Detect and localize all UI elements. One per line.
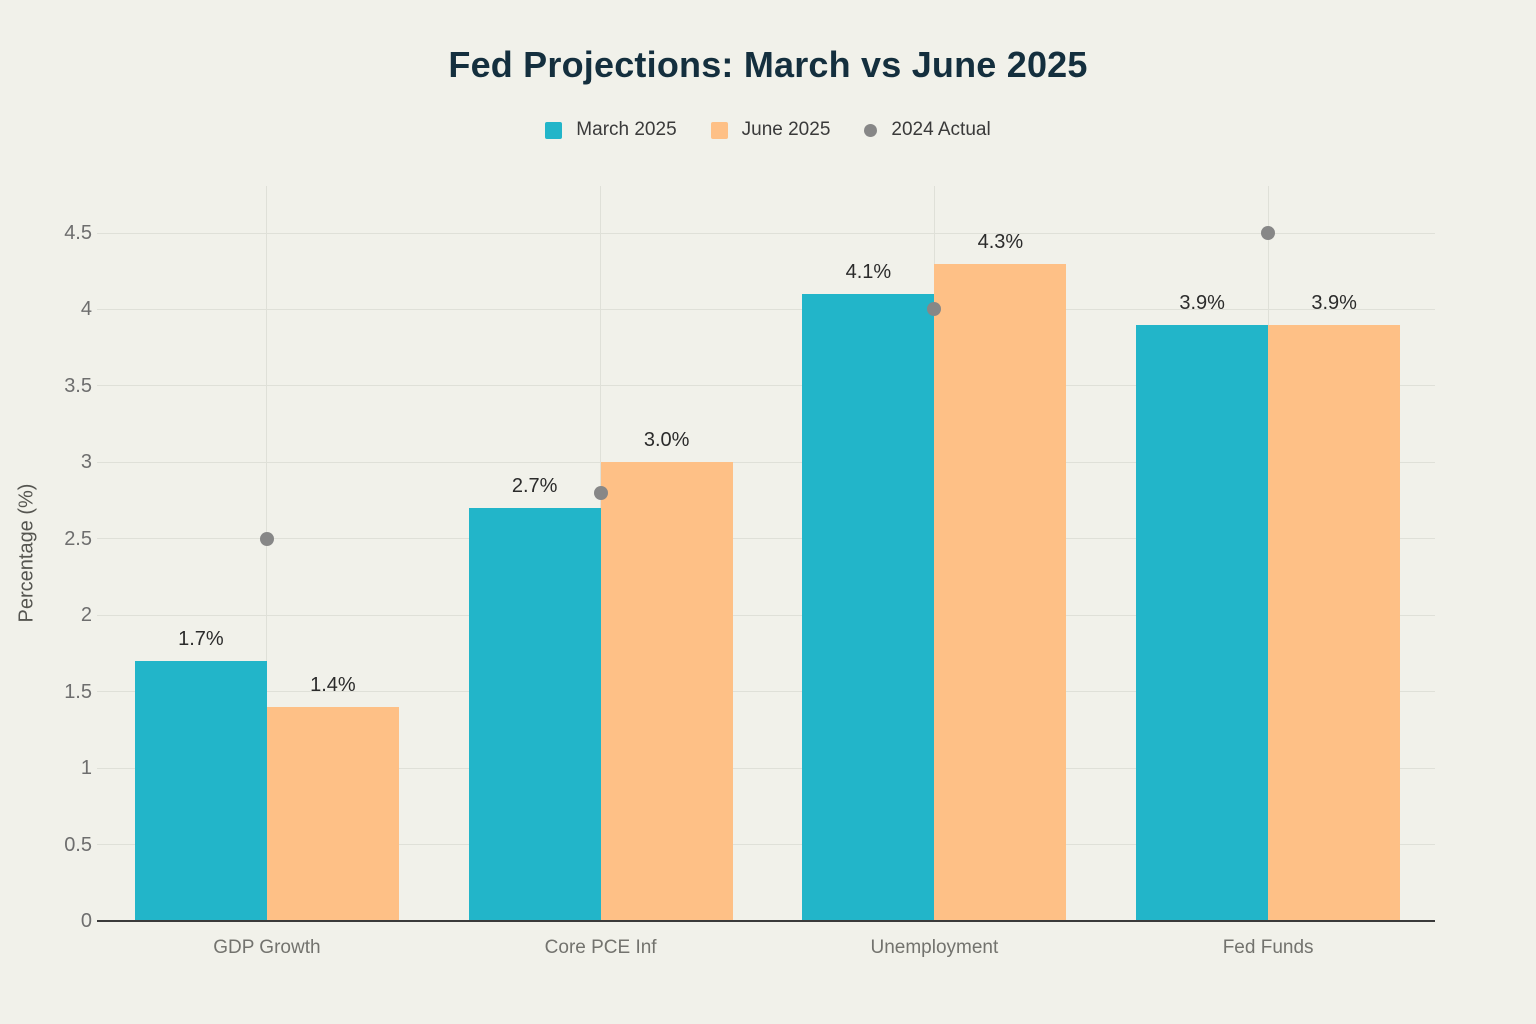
bar-march-2025 xyxy=(468,508,601,921)
scatter-dot-2024-actual xyxy=(927,302,942,317)
x-category-label: Fed Funds xyxy=(1222,937,1314,958)
bar-value-label: 2.7% xyxy=(511,475,558,498)
legend-square-icon xyxy=(545,121,563,139)
y-tick-label: 3.5 xyxy=(64,374,92,397)
legend-label: March 2025 xyxy=(576,119,677,140)
y-tick-label: 4 xyxy=(80,298,92,321)
x-axis-line xyxy=(97,920,1435,922)
y-tick-label: 2.5 xyxy=(64,527,92,550)
grid-line-horizontal xyxy=(97,385,1435,387)
grid-line-horizontal xyxy=(97,538,1435,540)
legend-label: June 2025 xyxy=(741,119,831,140)
y-tick-label: 2 xyxy=(80,604,92,627)
y-tick-label: 1 xyxy=(80,757,92,780)
bar-june-2025 xyxy=(600,462,733,921)
grid-line-horizontal xyxy=(97,614,1435,616)
bar-value-label: 1.4% xyxy=(310,673,356,696)
legend-square-icon xyxy=(710,121,728,139)
x-category-label: Unemployment xyxy=(870,937,999,958)
grid-line-horizontal xyxy=(97,461,1435,463)
y-tick-label: 0 xyxy=(80,910,92,932)
bar-june-2025 xyxy=(934,263,1067,921)
legend-dot-icon xyxy=(864,123,878,137)
grid-line-horizontal xyxy=(97,691,1435,693)
bar-march-2025 xyxy=(1136,324,1269,921)
grid-line-horizontal xyxy=(97,767,1435,769)
bar-value-label: 3.9% xyxy=(1179,291,1225,314)
bar-value-label: 3.9% xyxy=(1311,291,1357,314)
legend-item-2024-actual: 2024 Actual xyxy=(864,119,991,141)
y-tick-label: 1.5 xyxy=(64,680,92,703)
scatter-dot-2024-actual xyxy=(259,531,274,546)
bar-value-label: 1.7% xyxy=(178,628,224,651)
chart-title: Fed Projections: March vs June 2025 xyxy=(448,44,1088,85)
legend-item-june-2025: June 2025 xyxy=(710,119,831,141)
grid-line-horizontal xyxy=(97,232,1435,234)
bar-march-2025 xyxy=(802,294,935,921)
y-axis-title: Percentage (%) xyxy=(15,483,38,623)
y-tick-label: 0.5 xyxy=(64,833,92,856)
grid-line-horizontal xyxy=(97,308,1435,310)
legend-item-march-2025: March 2025 xyxy=(545,119,677,141)
x-category-label: Core PCE Inf xyxy=(544,937,657,958)
bar-june-2025 xyxy=(1268,324,1401,921)
y-tick-label: 4.5 xyxy=(64,222,92,244)
bar-value-label: 4.1% xyxy=(845,261,892,284)
bar-value-label: 4.3% xyxy=(977,230,1024,253)
chart-legend: March 2025 June 2025 2024 Actual xyxy=(0,119,1536,141)
scatter-dot-2024-actual xyxy=(593,485,608,500)
grid-line-vertical xyxy=(266,186,268,921)
grid-line-horizontal xyxy=(97,844,1435,846)
bar-march-2025 xyxy=(134,661,267,921)
bar-value-label: 3.0% xyxy=(643,429,690,452)
scatter-dot-2024-actual xyxy=(1261,226,1276,240)
x-category-label: GDP Growth xyxy=(213,937,321,958)
bar-june-2025 xyxy=(266,706,399,921)
legend-label: 2024 Actual xyxy=(891,119,991,140)
y-tick-label: 3 xyxy=(80,451,92,474)
